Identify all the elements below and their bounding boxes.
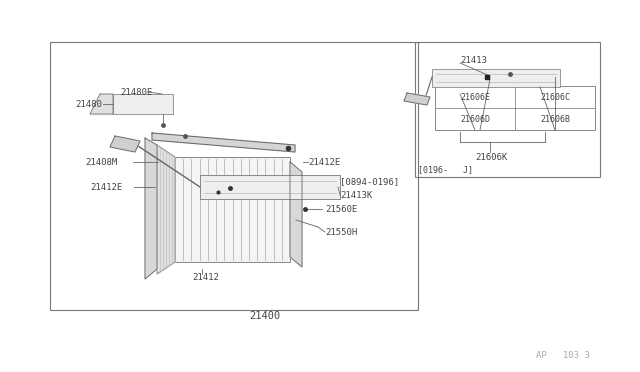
Text: 21412: 21412 [192, 273, 219, 282]
Text: 21606D: 21606D [460, 115, 490, 124]
Text: AP   103 3: AP 103 3 [536, 351, 590, 360]
Polygon shape [404, 93, 430, 105]
Text: 21606E: 21606E [460, 93, 490, 102]
Bar [50, 42, 418, 310]
Polygon shape [290, 162, 302, 267]
Text: 21412E: 21412E [308, 157, 340, 167]
Text: [0894-0196]: [0894-0196] [340, 177, 399, 186]
Bar [432, 69, 560, 87]
Polygon shape [157, 145, 175, 274]
Bar [415, 42, 600, 177]
Text: 21408M: 21408M [85, 157, 117, 167]
Text: 21480E: 21480E [120, 87, 152, 96]
Text: 21413: 21413 [460, 55, 487, 64]
Text: 21606B: 21606B [540, 115, 570, 124]
Text: 21560E: 21560E [325, 205, 357, 214]
Polygon shape [145, 138, 157, 279]
Polygon shape [110, 136, 140, 152]
Text: 21412E: 21412E [90, 183, 122, 192]
Bar [200, 175, 340, 199]
Polygon shape [90, 94, 113, 114]
Text: 21606C: 21606C [540, 93, 570, 102]
Text: 21550H: 21550H [325, 228, 357, 237]
Bar [175, 157, 290, 262]
Text: 21606K: 21606K [475, 153, 508, 161]
Bar [435, 86, 595, 130]
Text: 21480: 21480 [75, 99, 102, 109]
Text: [0196-   J]: [0196- J] [418, 166, 473, 174]
Polygon shape [152, 133, 295, 152]
Bar [113, 94, 173, 114]
Text: 21413K: 21413K [340, 190, 372, 199]
Text: 21400: 21400 [250, 311, 280, 321]
